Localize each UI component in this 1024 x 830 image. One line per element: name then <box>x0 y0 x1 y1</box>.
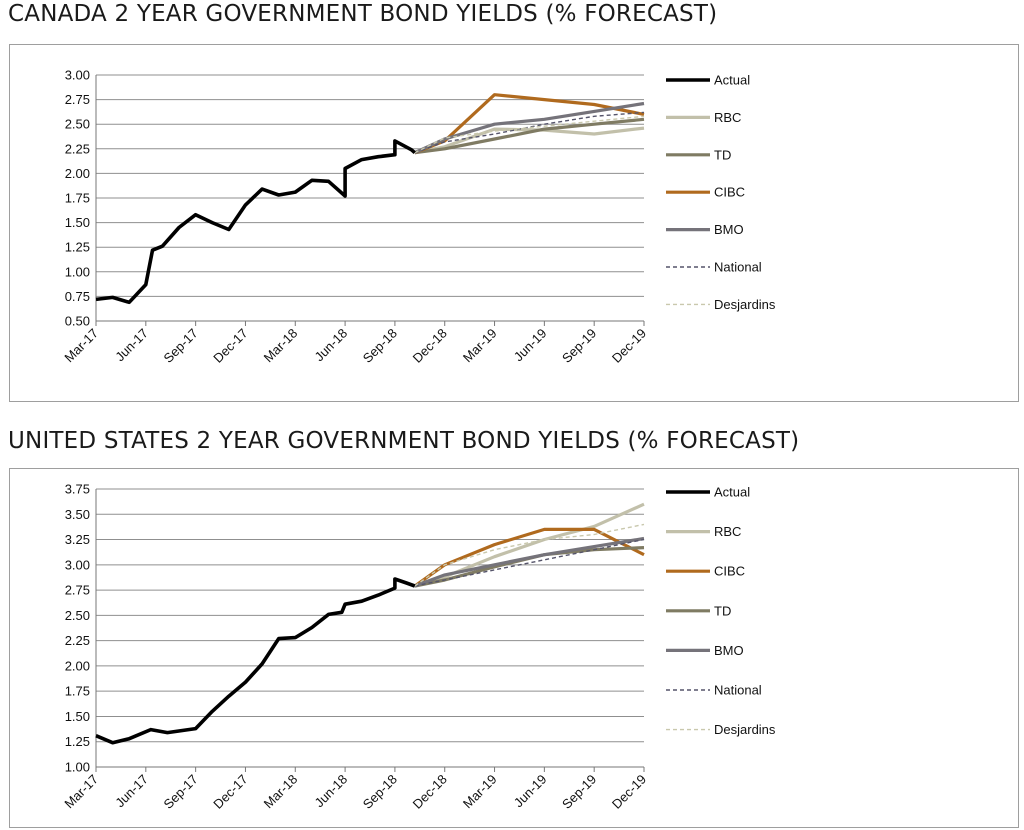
x-tick-label: Dec-17 <box>210 772 250 812</box>
x-tick-label: Sep-17 <box>161 772 201 812</box>
series-line-td <box>414 117 645 155</box>
x-tick-label: Sep-19 <box>559 772 599 812</box>
y-tick-label: 1.25 <box>65 734 90 749</box>
series-line-bmo <box>414 536 645 588</box>
legend-item-national: National <box>666 683 762 698</box>
y-tick-label: 0.50 <box>65 314 90 329</box>
legend-item-actual: Actual <box>666 73 750 88</box>
legend-item-cibc: CIBC <box>666 564 745 579</box>
chart-title-us: UNITED STATES 2 YEAR GOVERNMENT BOND YIE… <box>8 428 800 454</box>
chart-title-canada: CANADA 2 YEAR GOVERNMENT BOND YIELDS (% … <box>8 1 718 27</box>
x-tick-label: Sep-17 <box>161 326 201 366</box>
y-tick-label: 2.50 <box>65 608 90 623</box>
legend-label: Actual <box>714 485 750 500</box>
y-tick-label: 1.50 <box>65 215 90 230</box>
legend-label: TD <box>714 603 731 618</box>
legend-label: RBC <box>714 524 741 539</box>
legend: Actual RBC TD CIBC BMO National Desjardins <box>666 73 776 312</box>
y-tick-label: 3.00 <box>65 557 90 572</box>
legend-item-cibc: CIBC <box>666 185 745 200</box>
legend-item-rbc: RBC <box>666 524 741 539</box>
series-line-bmo <box>414 101 645 155</box>
series-line-desjardins <box>414 115 645 154</box>
y-tick-label: 2.75 <box>65 92 90 107</box>
gridlines <box>96 74 644 322</box>
x-tick-label: Jun-19 <box>511 326 550 365</box>
x-tick-label: Mar-17 <box>61 326 101 366</box>
x-tick-label: Dec-19 <box>609 772 649 812</box>
x-tick-label: Sep-18 <box>360 772 400 812</box>
series-lines <box>95 502 645 745</box>
y-tick-label: 3.50 <box>65 507 90 522</box>
legend-label: CIBC <box>714 185 745 200</box>
legend-label: National <box>714 683 762 698</box>
x-tick-label: Dec-18 <box>410 326 450 366</box>
y-tick-label: 2.00 <box>65 658 90 673</box>
legend-item-td: TD <box>666 147 731 162</box>
legend: Actual RBC CIBC TD BMO National Desjardins <box>666 485 776 737</box>
y-tick-label: 2.25 <box>65 633 90 648</box>
legend-item-national: National <box>666 260 762 275</box>
series-line-desjardins <box>414 523 645 587</box>
x-tick-label: Mar-19 <box>460 326 500 366</box>
legend-item-actual: Actual <box>666 485 750 500</box>
y-tick-label: 1.00 <box>65 760 90 775</box>
legend-label: BMO <box>714 643 744 658</box>
x-tick-label: Mar-19 <box>460 772 500 812</box>
y-tick-label: 3.25 <box>65 532 90 547</box>
line-chart-canada: 0.50 0.75 1.00 1.25 1.50 1.75 2.00 2.25 2.50 2.75… <box>61 68 776 366</box>
x-tick-label: Jun-19 <box>511 772 550 811</box>
y-tick-label: 2.25 <box>65 141 90 156</box>
y-tick-label: 2.75 <box>65 583 90 598</box>
chart-panel-us: 1.00 1.25 1.50 1.75 2.00 2.25 2.50 2.75 3.00 3.25… <box>9 468 1019 828</box>
legend-label: RBC <box>714 110 741 125</box>
legend-item-bmo: BMO <box>666 222 744 237</box>
x-tick-label: Jun-17 <box>112 326 151 365</box>
x-tick-label: Dec-18 <box>410 772 450 812</box>
legend-label: Desjardins <box>714 722 776 737</box>
legend-label: TD <box>714 147 731 162</box>
x-tick-label: Dec-19 <box>609 326 649 366</box>
y-tick-label: 1.75 <box>65 191 90 206</box>
x-tick-label: Mar-18 <box>261 326 301 366</box>
y-tick-label: 2.50 <box>65 117 90 132</box>
series-line-actual <box>95 577 416 745</box>
y-tick-label: 1.00 <box>65 264 90 279</box>
line-chart-us: 1.00 1.25 1.50 1.75 2.00 2.25 2.50 2.75 3.00 3.25… <box>61 482 776 812</box>
legend-item-bmo: BMO <box>666 643 744 658</box>
legend-item-desjardins: Desjardins <box>666 297 776 312</box>
legend-item-rbc: RBC <box>666 110 741 125</box>
y-tick-label: 3.00 <box>65 68 90 83</box>
y-tick-label: 3.75 <box>65 482 90 497</box>
y-tick-label: 1.75 <box>65 684 90 699</box>
x-tick-label: Mar-18 <box>261 772 301 812</box>
x-tick-label: Jun-18 <box>311 326 350 365</box>
y-tick-label: 2.00 <box>65 166 90 181</box>
series-lines <box>95 93 645 305</box>
legend-label: BMO <box>714 222 744 237</box>
x-tick-label: Mar-17 <box>61 772 101 812</box>
chart-panel-canada: 0.50 0.75 1.00 1.25 1.50 1.75 2.00 2.25 2.50 2.75… <box>9 44 1019 402</box>
legend-label: CIBC <box>714 564 745 579</box>
x-tick-label: Sep-19 <box>559 326 599 366</box>
y-tick-label: 0.75 <box>65 289 90 304</box>
legend-label: National <box>714 260 762 275</box>
x-tick-label: Jun-17 <box>112 772 151 811</box>
y-tick-label: 1.25 <box>65 240 90 255</box>
x-tick-label: Sep-18 <box>360 326 400 366</box>
series-line-national <box>414 538 645 587</box>
legend-label: Actual <box>714 73 750 88</box>
y-tick-label: 1.50 <box>65 709 90 724</box>
x-tick-label: Jun-18 <box>311 772 350 811</box>
legend-item-desjardins: Desjardins <box>666 722 776 737</box>
legend-item-td: TD <box>666 603 731 618</box>
x-tick-label: Dec-17 <box>210 326 250 366</box>
series-line-td <box>414 546 645 588</box>
series-line-actual <box>95 139 416 305</box>
legend-label: Desjardins <box>714 297 776 312</box>
